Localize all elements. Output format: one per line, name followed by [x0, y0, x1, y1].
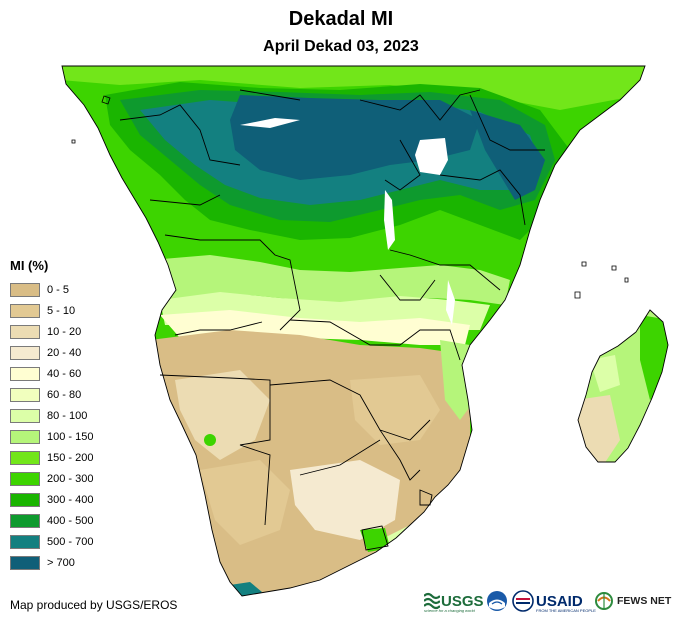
usgs-logo: USGS science for a changing world: [424, 586, 484, 616]
map-subtitle: April Dekad 03, 2023: [263, 38, 419, 55]
legend-swatch: [10, 534, 40, 549]
legend-item: 60 - 80: [10, 384, 93, 405]
usaid-seal-icon: [512, 590, 534, 612]
legend-swatch: [10, 324, 40, 339]
legend-swatch: [10, 450, 40, 465]
legend-label: 150 - 200: [47, 451, 94, 464]
logo-strip: USGS science for a changing world USAID …: [424, 586, 676, 616]
fewsnet-text: FEWS NET: [617, 595, 672, 607]
legend-label: 5 - 10: [47, 304, 76, 317]
legend: MI (%) 0 - 5 5 - 10 10 - 20 20 - 40 40 -…: [10, 258, 93, 573]
usgs-tagline: science for a changing world: [424, 608, 475, 613]
noaa-emblem-icon: [487, 591, 507, 611]
usaid-logo: USAID FROM THE AMERICAN PEOPLE: [512, 586, 596, 616]
legend-swatch: [10, 408, 40, 423]
legend-swatch: [10, 366, 40, 381]
legend-label: 40 - 60: [47, 367, 82, 380]
legend-swatch: [10, 303, 40, 318]
legend-label: > 700: [47, 556, 75, 569]
usgs-text: USGS: [441, 592, 484, 610]
legend-item: 100 - 150: [10, 426, 93, 447]
legend-item: 300 - 400: [10, 489, 93, 510]
legend-swatch: [10, 345, 40, 360]
legend-label: 200 - 300: [47, 472, 94, 485]
legend-item: 150 - 200: [10, 447, 93, 468]
fewsnet-logo: FEWS NET: [594, 586, 671, 616]
legend-swatch: [10, 492, 40, 507]
legend-label: 60 - 80: [47, 388, 82, 401]
legend-swatch: [10, 513, 40, 528]
legend-item: 10 - 20: [10, 321, 93, 342]
mainland-region: [62, 66, 645, 596]
legend-item: 200 - 300: [10, 468, 93, 489]
legend-label: 100 - 150: [47, 430, 94, 443]
legend-item: 80 - 100: [10, 405, 93, 426]
legend-items: 0 - 5 5 - 10 10 - 20 20 - 40 40 - 60 60 …: [10, 279, 93, 573]
legend-label: 10 - 20: [47, 325, 82, 338]
legend-label: 300 - 400: [47, 493, 94, 506]
noaa-logo: [486, 586, 508, 616]
legend-swatch: [10, 471, 40, 486]
legend-label: 80 - 100: [47, 409, 88, 422]
map-title: Dekadal MI: [288, 8, 394, 30]
legend-item: 40 - 60: [10, 363, 93, 384]
legend-label: 400 - 500: [47, 514, 94, 527]
fewsnet-emblem-icon: [595, 592, 613, 610]
islands: [71, 95, 629, 299]
legend-item: > 700: [10, 552, 93, 573]
legend-swatch: [10, 282, 40, 297]
usaid-text: USAID: [536, 592, 583, 610]
legend-item: 500 - 700: [10, 531, 93, 552]
legend-item: 400 - 500: [10, 510, 93, 531]
legend-label: 500 - 700: [47, 535, 94, 548]
legend-swatch: [10, 387, 40, 402]
usgs-wave-icon: [424, 592, 440, 610]
country-borders: [61, 65, 669, 597]
legend-swatch: [10, 429, 40, 444]
legend-label: 20 - 40: [47, 346, 82, 359]
legend-item: 5 - 10: [10, 300, 93, 321]
legend-item: 0 - 5: [10, 279, 93, 300]
usaid-tagline: FROM THE AMERICAN PEOPLE: [536, 608, 596, 613]
legend-title: MI (%): [10, 258, 49, 273]
legend-item: 20 - 40: [10, 342, 93, 363]
legend-swatch: [10, 555, 40, 570]
credit-text: Map produced by USGS/EROS: [10, 598, 178, 612]
legend-label: 0 - 5: [47, 283, 70, 296]
